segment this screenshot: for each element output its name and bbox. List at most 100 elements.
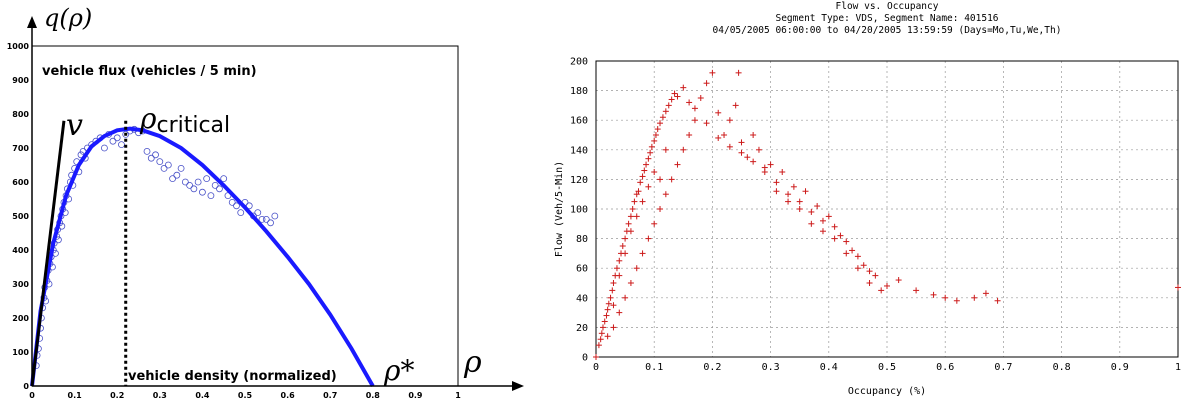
left-data-point (203, 175, 211, 183)
right-data-point (843, 250, 850, 257)
right-data-point (715, 134, 722, 141)
jam-density-label: ρ* (383, 354, 414, 387)
right-data-point (652, 132, 659, 138)
right-x-tick-label: 0.6 (936, 362, 954, 373)
left-data-point (118, 141, 125, 149)
left-y-tick-label: 400 (12, 246, 29, 255)
left-data-point (194, 178, 202, 186)
left-data-point (254, 209, 262, 217)
left-y-tick-label: 800 (12, 110, 29, 119)
flow-vs-occupancy-chart: Flow vs. Occupancy Segment Type: VDS, Se… (554, 1, 1181, 397)
right-data-point (598, 330, 605, 337)
right-data-point (872, 272, 879, 279)
right-data-point (639, 173, 646, 180)
right-y-tick-label: 0 (582, 353, 588, 364)
right-data-point (593, 354, 599, 360)
right-data-point (755, 146, 762, 153)
left-x-tick-labels: 0 0.1 0.2 0.3 0.4 0.5 0.6 0.7 0.8 0.9 1 (29, 391, 461, 400)
right-data-point (785, 198, 792, 205)
right-data-point (697, 95, 704, 101)
left-data-point (177, 164, 185, 172)
right-plot-frame (595, 60, 1179, 358)
right-data-point (738, 149, 745, 156)
left-y-tick-label: 100 (12, 348, 29, 357)
right-data-point (744, 154, 751, 161)
right-data-point (662, 191, 669, 198)
right-data-point (721, 132, 728, 138)
left-x-tick-label: 0 (29, 391, 35, 400)
left-data-point (220, 175, 228, 183)
left-x-tick-label: 0.2 (110, 391, 124, 400)
right-data-point (884, 282, 890, 289)
left-data-point (233, 202, 240, 210)
right-data-point (994, 297, 1001, 304)
right-data-point (843, 238, 850, 245)
left-data-point (216, 185, 223, 193)
right-data-point (930, 291, 937, 298)
right-chart-subtitle-2: 04/05/2005 06:00:00 to 04/20/2005 13:59:… (713, 25, 1062, 36)
right-data-point (750, 158, 757, 165)
right-data-point (610, 302, 617, 309)
right-data-point (627, 228, 634, 235)
right-y-tick-label: 120 (570, 175, 588, 186)
left-data-point (122, 130, 130, 138)
left-data-point (258, 215, 266, 223)
right-data-point (750, 132, 757, 138)
right-data-point (631, 198, 638, 205)
right-x-tick-label: 0.7 (994, 362, 1012, 373)
right-data-point (767, 161, 774, 168)
right-x-tick-label: 1 (1175, 362, 1181, 373)
right-y-tick-label: 40 (576, 293, 588, 304)
left-data-point (207, 192, 215, 200)
right-y-tick-label: 140 (570, 145, 588, 156)
right-data-point (647, 149, 654, 156)
right-data-point (610, 280, 617, 286)
right-data-point (709, 69, 716, 76)
right-data-point (686, 99, 693, 106)
left-data-point (228, 198, 236, 206)
left-x-tick-label: 0.1 (68, 391, 83, 400)
right-data-point (691, 105, 698, 112)
right-data-point (785, 191, 792, 198)
right-data-point (837, 232, 844, 239)
left-data-point (190, 185, 198, 193)
left-x-tick-label: 0.4 (195, 391, 210, 400)
right-data-point (622, 250, 629, 257)
right-data-point (825, 213, 832, 220)
right-data-point (601, 318, 608, 325)
left-data-point (245, 202, 253, 210)
right-data-point (703, 120, 710, 127)
right-data-point (913, 287, 920, 294)
right-data-point (616, 272, 623, 279)
right-data-point (674, 93, 681, 100)
left-y-tick-label: 300 (12, 280, 29, 289)
right-y-tick-label: 20 (576, 323, 588, 334)
right-x-tick-label: 0 (593, 362, 599, 373)
right-data-point (773, 188, 780, 195)
left-y-tick-label: 200 (12, 314, 29, 323)
right-data-point (732, 102, 739, 109)
right-data-point (633, 213, 640, 220)
right-chart-subtitle-1: Segment Type: VDS, Segment Name: 401516 (775, 13, 998, 24)
right-data-point (627, 213, 634, 220)
right-data-point (726, 143, 733, 150)
right-data-point (982, 290, 989, 297)
right-data-point (808, 220, 815, 227)
right-x-tick-label: 0.9 (1111, 362, 1129, 373)
right-data-point (627, 280, 634, 286)
vehicle-flux-annotation: vehicle flux (vehicles / 5 min) (42, 64, 257, 79)
right-data-point (686, 132, 693, 138)
right-data-point (802, 188, 809, 195)
right-data-point (637, 179, 644, 186)
left-data-point (164, 161, 172, 169)
critical-density-label: ρcritical (139, 102, 230, 138)
right-data-point (604, 333, 611, 340)
left-data-point (181, 178, 189, 186)
right-data-point (616, 257, 623, 264)
right-y-tick-label: 80 (576, 234, 588, 245)
left-x-tick-label: 0.8 (366, 391, 381, 400)
right-grid-lines (596, 61, 1178, 357)
free-flow-speed-label: v (66, 108, 83, 143)
left-data-point (147, 154, 155, 162)
